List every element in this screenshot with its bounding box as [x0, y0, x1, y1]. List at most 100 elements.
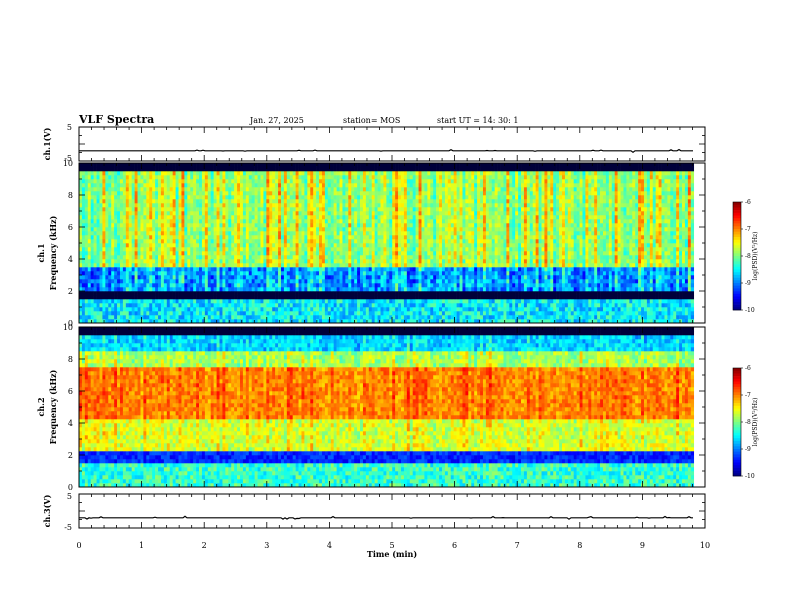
spectrogram-cell [234, 271, 237, 275]
spectrogram-cell [266, 279, 269, 283]
spectrogram-cell [208, 235, 211, 239]
spectrogram-cell [378, 219, 381, 223]
spectrogram-cell [293, 315, 296, 319]
spectrogram-cell [120, 215, 123, 219]
spectrogram-cell [360, 179, 363, 183]
spectrogram-cell [342, 199, 345, 203]
spectrogram-cell [401, 223, 404, 227]
spectrogram-cell [208, 163, 211, 167]
spectrogram-cell [117, 275, 120, 279]
spectrogram-cell [275, 283, 278, 287]
spectrogram-cell [375, 163, 378, 167]
spectrogram-cell [421, 279, 424, 283]
spectrogram-cell [386, 251, 389, 255]
spectrogram-cell [407, 291, 410, 295]
spectrogram-cell [404, 311, 407, 315]
spectrogram-cell [140, 247, 143, 251]
spectrogram-cell [307, 195, 310, 199]
spectrogram-cell [296, 295, 299, 299]
spectrogram-cell [91, 295, 94, 299]
spectrogram-cell [117, 259, 120, 263]
spectrogram-cell [322, 231, 325, 235]
spectrogram-cell [208, 251, 211, 255]
spectrogram-cell [120, 263, 123, 267]
spectrogram-cell [433, 231, 436, 235]
spectrogram-cell [419, 287, 422, 291]
spectrogram-cell [222, 243, 225, 247]
spectrogram-cell [398, 287, 401, 291]
spectrogram-cell [381, 247, 384, 251]
spectrogram-cell [334, 259, 337, 263]
spectrogram-cell [132, 315, 135, 319]
spectrogram-cell [357, 191, 360, 195]
spectrogram-cell [287, 191, 290, 195]
spectrogram-cell [381, 263, 384, 267]
spectrogram-cell [395, 227, 398, 231]
spectrogram-cell [181, 183, 184, 187]
spectrogram-cell [187, 215, 190, 219]
spectrogram-cell [395, 303, 398, 307]
spectrogram-cell [363, 295, 366, 299]
spectrogram-cell [129, 167, 132, 171]
spectrogram-cell [293, 263, 296, 267]
spectrogram-cell [413, 195, 416, 199]
spectrogram-cell [260, 207, 263, 211]
spectrogram-cell [293, 183, 296, 187]
spectrogram-cell [149, 203, 152, 207]
spectrogram-cell [170, 283, 173, 287]
spectrogram-cell [164, 283, 167, 287]
spectrogram-cell [272, 207, 275, 211]
spectrogram-cell [392, 303, 395, 307]
spectrogram-cell [138, 299, 141, 303]
spectrogram-cell [252, 295, 255, 299]
spectrogram-cell [266, 191, 269, 195]
spectrogram-cell [325, 243, 328, 247]
spectrogram-cell [108, 243, 111, 247]
spectrogram-cell [266, 171, 269, 175]
spectrogram-cell [301, 267, 304, 271]
spectrogram-cell [278, 307, 281, 311]
spectrogram-cell [287, 199, 290, 203]
spectrogram-cell [214, 283, 217, 287]
spectrogram-cell [85, 299, 88, 303]
spectrogram-cell [424, 299, 427, 303]
spectrogram-cell [328, 195, 331, 199]
spectrogram-cell [375, 191, 378, 195]
spectrogram-cell [149, 235, 152, 239]
spectrogram-cell [85, 223, 88, 227]
spectrogram-cell [94, 279, 97, 283]
spectrogram-cell [82, 247, 85, 251]
spectrogram-cell [416, 271, 419, 275]
spectrogram-cell [140, 167, 143, 171]
spectrogram-cell [284, 171, 287, 175]
spectrogram-cell [421, 263, 424, 267]
spectrogram-cell [249, 259, 252, 263]
spectrogram-cell [281, 295, 284, 299]
spectrogram-cell [123, 279, 126, 283]
spectrogram-cell [111, 283, 114, 287]
spectrogram-cell [138, 219, 141, 223]
spectrogram-cell [404, 183, 407, 187]
spectrogram-cell [164, 223, 167, 227]
spectrogram-cell [208, 175, 211, 179]
spectrogram-cell [190, 227, 193, 231]
spectrogram-cell [401, 307, 404, 311]
spectrogram-cell [378, 279, 381, 283]
spectrogram-cell [404, 267, 407, 271]
spectrogram-cell [202, 287, 205, 291]
spectrogram-cell [138, 179, 141, 183]
spectrogram-cell [252, 183, 255, 187]
spectrogram-cell [301, 259, 304, 263]
spectrogram-cell [348, 207, 351, 211]
spectrogram-cell [173, 251, 176, 255]
spectrogram-cell [421, 235, 424, 239]
spectrogram-cell [105, 171, 108, 175]
spectrogram-cell [284, 279, 287, 283]
spectrogram-cell [138, 207, 141, 211]
spectrogram-cell [278, 287, 281, 291]
spectrogram-cell [307, 243, 310, 247]
spectrogram-cell [234, 191, 237, 195]
spectrogram-cell [413, 235, 416, 239]
spectrogram-cell [334, 315, 337, 319]
spectrogram-cell [152, 219, 155, 223]
